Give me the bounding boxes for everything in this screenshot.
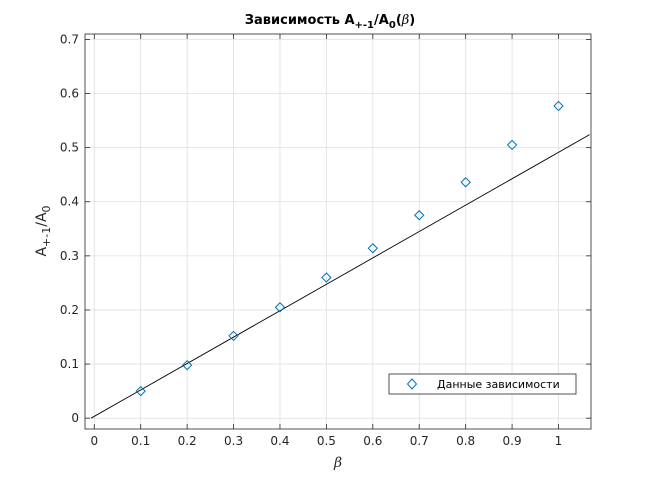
- chart-title-sub1: +-1: [355, 20, 375, 31]
- y-tick-label: 0: [71, 411, 79, 425]
- y-axis-label-sub1: +-1: [40, 227, 53, 247]
- x-tick-label: 0.7: [410, 434, 429, 448]
- plot-frame: [84, 33, 592, 430]
- data-point: [460, 177, 471, 188]
- x-tick-label: 0: [90, 434, 98, 448]
- x-tick-label: 0.1: [131, 434, 150, 448]
- chart-title-sub2: 0: [389, 20, 396, 31]
- chart-title-main: Зависимость A: [245, 13, 355, 28]
- x-tick-label: 0.6: [363, 434, 382, 448]
- y-tick-label: 0.2: [60, 303, 79, 317]
- y-axis-label-main: A: [34, 247, 50, 257]
- series-markers: [135, 100, 564, 397]
- x-tick-label: 0.9: [503, 434, 522, 448]
- y-tick-label: 0.7: [60, 32, 79, 46]
- data-point: [274, 302, 286, 313]
- data-point: [553, 100, 564, 112]
- data-point: [228, 330, 239, 342]
- chart-title: Зависимость A+-1/A0(β): [245, 13, 415, 31]
- legend-marker: [406, 378, 418, 390]
- series-fit-line: [90, 134, 590, 419]
- y-axis-ticks: 0 0.1 0.2 0.3 0.4 0.5 0.6 0.7: [60, 32, 591, 425]
- fit-line: [90, 134, 590, 419]
- data-point: [367, 243, 379, 254]
- chart-title-beta: β: [401, 13, 410, 28]
- x-axis-ticks: 0 0.1 0.2 0.3 0.4 0.5 0.6 0.7 0.8 0.9 1: [90, 34, 562, 448]
- legend-box: [388, 373, 577, 395]
- y-axis-label-sub2: 0: [40, 205, 53, 212]
- y-axis-label-mid: /A: [34, 212, 50, 227]
- chart-title-close: ): [409, 13, 415, 28]
- y-tick-label: 0.4: [60, 195, 79, 209]
- x-tick-label: 1: [555, 434, 563, 448]
- y-axis-label: A+-1/A0: [34, 205, 53, 256]
- y-tick-label: 0.1: [60, 357, 79, 371]
- x-tick-label: 0.5: [317, 434, 336, 448]
- data-point: [321, 272, 332, 283]
- x-tick-label: 0.3: [224, 434, 243, 448]
- chart-title-mid: /A: [374, 13, 389, 28]
- plot-area: [85, 34, 591, 429]
- x-tick-label: 0.8: [456, 434, 475, 448]
- x-tick-label: 0.2: [178, 434, 197, 448]
- data-point: [506, 139, 518, 151]
- y-tick-label: 0.6: [60, 87, 79, 101]
- legend-label: Данные зависимости: [437, 378, 560, 391]
- data-point: [181, 359, 193, 371]
- x-tick-label: 0.4: [270, 434, 289, 448]
- y-tick-label: 0.3: [60, 249, 79, 263]
- x-axis-label: β: [333, 455, 342, 471]
- chart-title-open: (: [396, 13, 402, 28]
- data-point: [414, 210, 425, 221]
- y-tick-label: 0.5: [60, 141, 79, 155]
- legend: Данные зависимости: [388, 373, 577, 395]
- data-point: [135, 385, 146, 397]
